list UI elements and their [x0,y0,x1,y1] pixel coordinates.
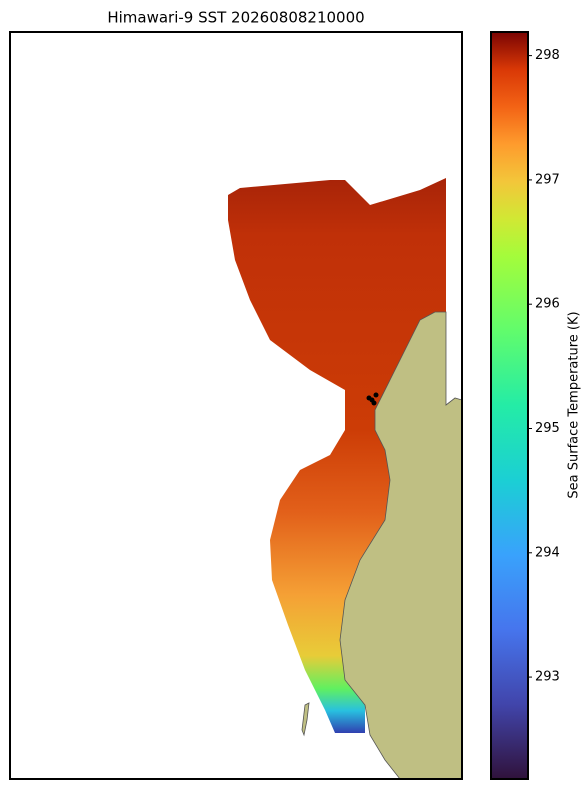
map [9,31,463,780]
island [301,702,310,737]
colorbar-tick-label: 297 [535,172,560,187]
colorbar: Sea Surface Temperature (K) 293 294 295 296… [490,31,582,780]
colorbar-tick-label: 293 [535,670,560,685]
map-title: Himawari-9 SST 20260808210000 [107,9,364,27]
colorbar-tick-label: 298 [535,48,560,63]
colorbar-label: Sea Surface Temperature (K) [567,311,582,498]
map-frame [9,31,463,780]
markers [366,392,379,406]
colorbar-tick-label: 294 [535,545,560,560]
sst-field [228,178,446,733]
colorbar-tick-label: 295 [535,421,560,436]
colorbar-ramp [490,31,529,780]
colorbar-tick-label: 296 [535,297,560,312]
